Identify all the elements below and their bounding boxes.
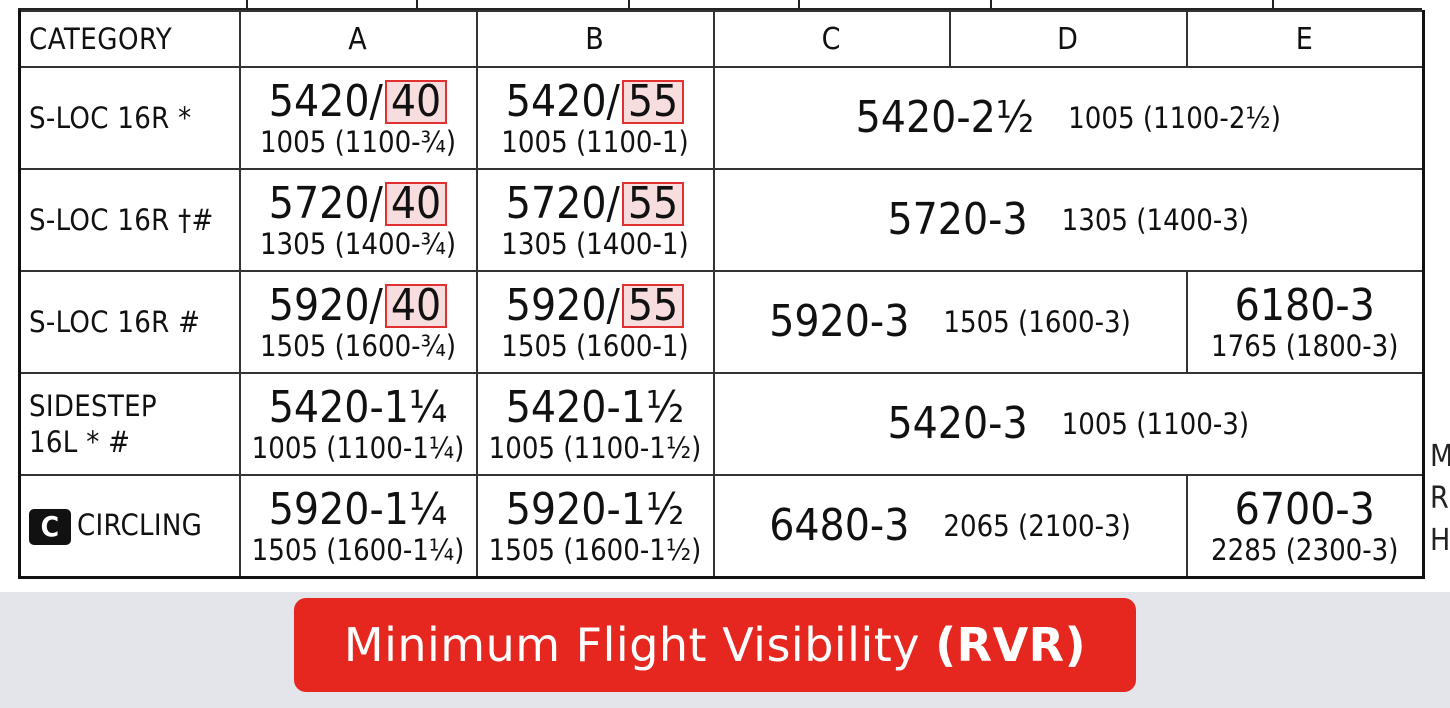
cell-cde: 5420-2½ 1005 (1100-2½): [712, 66, 1425, 170]
category-line: SIDESTEP: [29, 389, 157, 423]
rvr-highlight: 40: [384, 182, 448, 226]
row-category: S-LOC 16R #: [18, 270, 241, 374]
rvr-highlight: 55: [621, 284, 685, 328]
header-col-e: E: [1185, 10, 1425, 68]
cell-b: 5920-1½ 1505 (1600-1½): [475, 474, 715, 578]
minimum-value: 5920-1¼: [268, 483, 448, 535]
header-col-b: B: [475, 10, 715, 68]
minimum-value: 5920/: [268, 280, 383, 331]
header-col-c: C: [712, 10, 951, 68]
caption-banner: Minimum Flight Visibility (RVR): [294, 598, 1136, 692]
height-value: 1765 (1800-3): [1211, 329, 1399, 363]
cell-cde: 5720-3 1305 (1400-3): [712, 168, 1425, 272]
circling-badge: C: [29, 508, 71, 545]
height-value: 1505 (1600-3): [943, 305, 1131, 339]
height-value: 1005 (1100-1½): [488, 431, 702, 465]
minimum-value: 5720/: [505, 178, 620, 229]
height-value: 1005 (1100-¾): [259, 125, 457, 159]
height-value: 1005 (1100-1): [501, 125, 689, 159]
table-row: S-LOC 16R †# 5720/40 1305 (1400-¾) 5720/…: [18, 168, 1425, 272]
rvr-highlight: 55: [621, 182, 685, 226]
table-row: SIDESTEP 16L * # 5420-1¼ 1005 (1100-1¼) …: [18, 372, 1425, 476]
height-value: 1005 (1100-3): [1061, 407, 1250, 441]
minimum-value: 5420-2½: [855, 92, 1035, 143]
table-row: S-LOC 16R # 5920/40 1505 (1600-¾) 5920/5…: [18, 270, 1425, 374]
minimum-value: 5920-1½: [505, 483, 685, 535]
minimum-value: 6700-3: [1234, 483, 1375, 535]
cell-a: 5420-1¼ 1005 (1100-1¼): [238, 372, 478, 476]
height-value: 1505 (1600-1½): [488, 532, 702, 567]
cell-cd: 5920-3 1505 (1600-3): [712, 270, 1188, 374]
minimum-value: 5920/: [505, 280, 620, 331]
category-line: 16L * #: [29, 425, 131, 459]
banner-text: Minimum Flight Visibility: [343, 618, 920, 672]
header-category: CATEGORY: [18, 10, 241, 68]
previous-table-fragment: [18, 0, 1422, 10]
cell-e: 6700-3 2285 (2300-3): [1185, 474, 1425, 578]
cell-a: 5720/40 1305 (1400-¾): [238, 168, 478, 272]
previous-table-edge: [18, 8, 1422, 10]
cell-b: 5720/55 1305 (1400-1): [475, 168, 715, 272]
side-letter: H: [1430, 523, 1450, 558]
header-col-a: A: [238, 10, 478, 68]
cut-off-side-text: M R H: [1430, 436, 1450, 562]
minimum-value: 5920-3: [769, 296, 910, 347]
header-row: CATEGORY A B C D E: [18, 10, 1425, 68]
height-value: 2065 (2100-3): [943, 508, 1131, 543]
height-value: 2285 (2300-3): [1211, 532, 1399, 567]
rvr-highlight: 55: [621, 80, 685, 124]
height-value: 1005 (1100-2½): [1068, 101, 1281, 135]
cell-e: 6180-3 1765 (1800-3): [1185, 270, 1425, 374]
side-letter: M: [1430, 439, 1450, 474]
cell-b: 5420-1½ 1005 (1100-1½): [475, 372, 715, 476]
height-value: 1305 (1400-1): [501, 227, 689, 261]
height-value: 1305 (1400-3): [1061, 203, 1250, 237]
cell-cde: 5420-3 1005 (1100-3): [712, 372, 1425, 476]
cell-a: 5420/40 1005 (1100-¾): [238, 66, 478, 170]
height-value: 1505 (1600-¾): [259, 329, 457, 363]
category-label: CIRCLING: [77, 507, 203, 542]
header-col-d: D: [948, 10, 1188, 68]
minima-table: CATEGORY A B C D E S-LOC 16R * 5420/40 1…: [18, 10, 1425, 579]
row-category: S-LOC 16R †#: [18, 168, 241, 272]
height-value: 1305 (1400-¾): [259, 227, 457, 261]
minimum-value: 6180-3: [1234, 280, 1375, 331]
minimum-value: 5420-3: [887, 398, 1028, 449]
side-letter: R: [1430, 481, 1449, 516]
table-row: C CIRCLING 5920-1¼ 1505 (1600-1¼) 5920-1½…: [18, 474, 1425, 578]
minimum-value: 5720-3: [887, 194, 1028, 245]
row-category: C CIRCLING: [18, 474, 241, 578]
rvr-highlight: 40: [384, 80, 448, 124]
height-value: 1505 (1600-1): [501, 329, 689, 363]
height-value: 1505 (1600-1¼): [251, 532, 465, 567]
minimum-value: 5420-1¼: [268, 382, 448, 433]
cell-b: 5420/55 1005 (1100-1): [475, 66, 715, 170]
banner-bold: (RVR): [935, 618, 1087, 672]
table-row: S-LOC 16R * 5420/40 1005 (1100-¾) 5420/5…: [18, 66, 1425, 170]
cell-b: 5920/55 1505 (1600-1): [475, 270, 715, 374]
cell-a: 5920/40 1505 (1600-¾): [238, 270, 478, 374]
minimum-value: 6480-3: [769, 499, 910, 551]
cell-cd: 6480-3 2065 (2100-3): [712, 474, 1188, 578]
row-category: S-LOC 16R *: [18, 66, 241, 170]
minimum-value: 5720/: [268, 178, 383, 229]
minimum-value: 5420/: [505, 76, 620, 127]
rvr-highlight: 40: [384, 284, 448, 328]
cell-a: 5920-1¼ 1505 (1600-1¼): [238, 474, 478, 578]
row-category: SIDESTEP 16L * #: [18, 372, 241, 476]
minimum-value: 5420-1½: [505, 382, 685, 433]
minimum-value: 5420/: [268, 76, 383, 127]
height-value: 1005 (1100-1¼): [251, 431, 465, 465]
